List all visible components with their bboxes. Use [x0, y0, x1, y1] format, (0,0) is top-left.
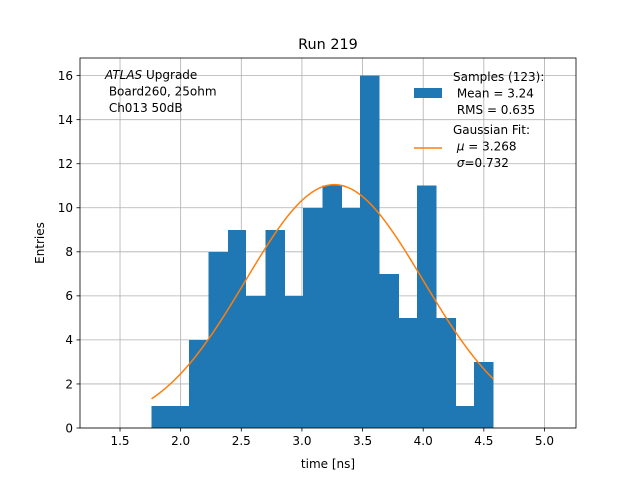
x-tick-label: 1.5 [110, 434, 129, 448]
histogram-bar [208, 251, 228, 428]
y-tick-label: 4 [65, 333, 73, 347]
legend-fit-text: μ = 3.268 [453, 140, 517, 154]
histogram-bar [360, 75, 380, 428]
histogram-bar [303, 207, 323, 428]
y-tick-label: 12 [58, 157, 73, 171]
x-tick-label: 4.5 [474, 434, 493, 448]
fit-curve [151, 183, 495, 400]
y-tick-label: 2 [65, 377, 73, 391]
x-tick-label: 3.0 [292, 434, 311, 448]
histogram-bar [265, 229, 285, 428]
y-tick-label: 0 [65, 421, 73, 435]
histogram-bar [341, 207, 361, 428]
histogram-bar [436, 317, 456, 428]
y-tick-label: 14 [58, 113, 73, 127]
y-axis-label: Entries [33, 222, 47, 264]
histogram-bar [455, 405, 475, 428]
y-axis-ticks: 0 2 4 6 8 10 12 14 16 [58, 69, 80, 435]
legend-samples-text: Samples (123): [453, 70, 544, 84]
histogram-bar [151, 405, 171, 428]
annotation-line: ATLAS Upgrade [104, 68, 197, 82]
histogram-bar [379, 273, 399, 428]
plot-frame [79, 57, 577, 429]
y-tick-label: 6 [65, 289, 73, 303]
x-tick-label: 2.0 [171, 434, 190, 448]
annotation-line: Board260, 25ohm [105, 85, 217, 99]
x-tick-label: 3.5 [353, 434, 372, 448]
legend-patch-samples [414, 88, 442, 98]
histogram-bar [284, 295, 304, 428]
annotation-line: Ch013 50dB [105, 101, 183, 115]
histogram-bar [417, 185, 437, 428]
x-tick-label: 5.0 [535, 434, 554, 448]
histogram-bar [246, 295, 266, 428]
x-axis-ticks: 1.5 2.0 2.5 3.0 3.5 4.0 4.5 5.0 [110, 428, 554, 448]
y-tick-label: 16 [58, 69, 73, 83]
x-tick-label: 4.0 [414, 434, 433, 448]
legend-samples-text: Mean = 3.24 [453, 87, 534, 101]
x-tick-label: 2.5 [232, 434, 251, 448]
histogram-bars [151, 75, 494, 428]
y-tick-label: 8 [65, 245, 73, 259]
chart-title: Run 219 [298, 37, 358, 53]
legend: Samples (123): Mean = 3.24 RMS = 0.635 Ga… [414, 70, 544, 170]
histogram-bar [227, 229, 247, 428]
histogram-bar [474, 361, 494, 428]
histogram-bar [170, 405, 190, 428]
histogram-bar [398, 317, 418, 428]
info-annotation: ATLAS Upgrade Board260, 25ohm Ch013 50dB [104, 68, 217, 115]
histogram-bar [322, 185, 342, 428]
x-axis-label: time [ns] [301, 457, 355, 471]
legend-fit-text: σ=0.732 [453, 156, 509, 170]
y-tick-label: 10 [58, 201, 73, 215]
gaussian-fit [151, 183, 495, 400]
legend-samples-text: RMS = 0.635 [453, 103, 535, 117]
histogram-bar [189, 339, 209, 428]
legend-fit-text: Gaussian Fit: [453, 123, 530, 137]
